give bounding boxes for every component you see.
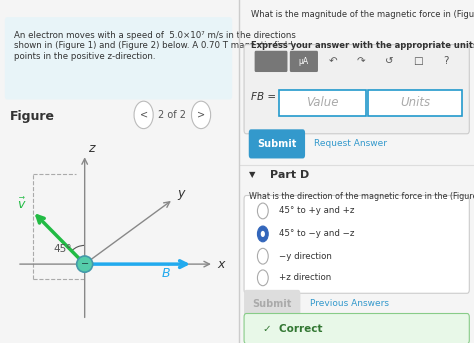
Text: □: □ (413, 56, 422, 67)
Text: >: > (197, 110, 205, 120)
Circle shape (77, 256, 93, 272)
Text: 45°: 45° (54, 244, 73, 253)
Text: 45° to +y and +z: 45° to +y and +z (279, 206, 355, 215)
Text: Part D: Part D (270, 170, 309, 180)
Text: z: z (88, 142, 95, 155)
FancyBboxPatch shape (279, 90, 366, 116)
Text: $\vec{v}$: $\vec{v}$ (17, 197, 26, 212)
Circle shape (261, 231, 265, 237)
FancyBboxPatch shape (5, 17, 232, 99)
Circle shape (257, 203, 268, 219)
Text: 45° to −y and −z: 45° to −y and −z (279, 229, 355, 238)
Text: $\vec{B}$: $\vec{B}$ (161, 263, 171, 281)
FancyBboxPatch shape (244, 290, 301, 318)
Text: Value: Value (306, 96, 339, 109)
Text: ?: ? (443, 56, 448, 67)
FancyBboxPatch shape (255, 51, 287, 72)
Text: Request Answer: Request Answer (314, 139, 387, 148)
Text: −y direction: −y direction (279, 252, 332, 261)
Text: +z direction: +z direction (279, 273, 331, 282)
Text: −: − (81, 259, 89, 269)
Text: y: y (177, 187, 184, 200)
Text: 2 of 2: 2 of 2 (158, 110, 186, 120)
Circle shape (257, 248, 268, 264)
Text: Units: Units (400, 96, 430, 109)
Text: Figure: Figure (9, 110, 55, 123)
Text: ↶: ↶ (329, 56, 337, 67)
Text: ✓  Correct: ✓ Correct (263, 323, 322, 334)
Text: An electron moves with a speed of  5.0×10⁷ m/s in the directions
shown in (Figur: An electron moves with a speed of 5.0×10… (14, 31, 296, 61)
FancyBboxPatch shape (249, 129, 305, 158)
Text: Previous Answers: Previous Answers (310, 299, 389, 308)
Circle shape (257, 270, 268, 286)
Text: x: x (218, 258, 225, 271)
FancyBboxPatch shape (244, 196, 469, 293)
Text: What is the direction of the magnetic force in the (Figure 2)?: What is the direction of the magnetic fo… (249, 192, 474, 201)
Circle shape (257, 226, 268, 242)
Text: Express your answer with the appropriate units.: Express your answer with the appropriate… (251, 41, 474, 50)
Text: FB =: FB = (251, 92, 276, 102)
Text: μA: μA (299, 57, 309, 66)
Circle shape (134, 101, 153, 129)
Text: ↷: ↷ (357, 56, 366, 67)
Text: ▼: ▼ (249, 170, 255, 179)
Text: Submit: Submit (253, 299, 292, 309)
Circle shape (191, 101, 210, 129)
Text: ↺: ↺ (385, 56, 394, 67)
Text: Submit: Submit (257, 139, 297, 149)
FancyBboxPatch shape (290, 51, 318, 72)
FancyBboxPatch shape (244, 45, 469, 134)
Text: What is the magnitude of the magnetic force in (Figure 2)?: What is the magnitude of the magnetic fo… (251, 10, 474, 19)
FancyBboxPatch shape (244, 314, 469, 343)
Text: <: < (139, 110, 148, 120)
FancyBboxPatch shape (368, 90, 462, 116)
